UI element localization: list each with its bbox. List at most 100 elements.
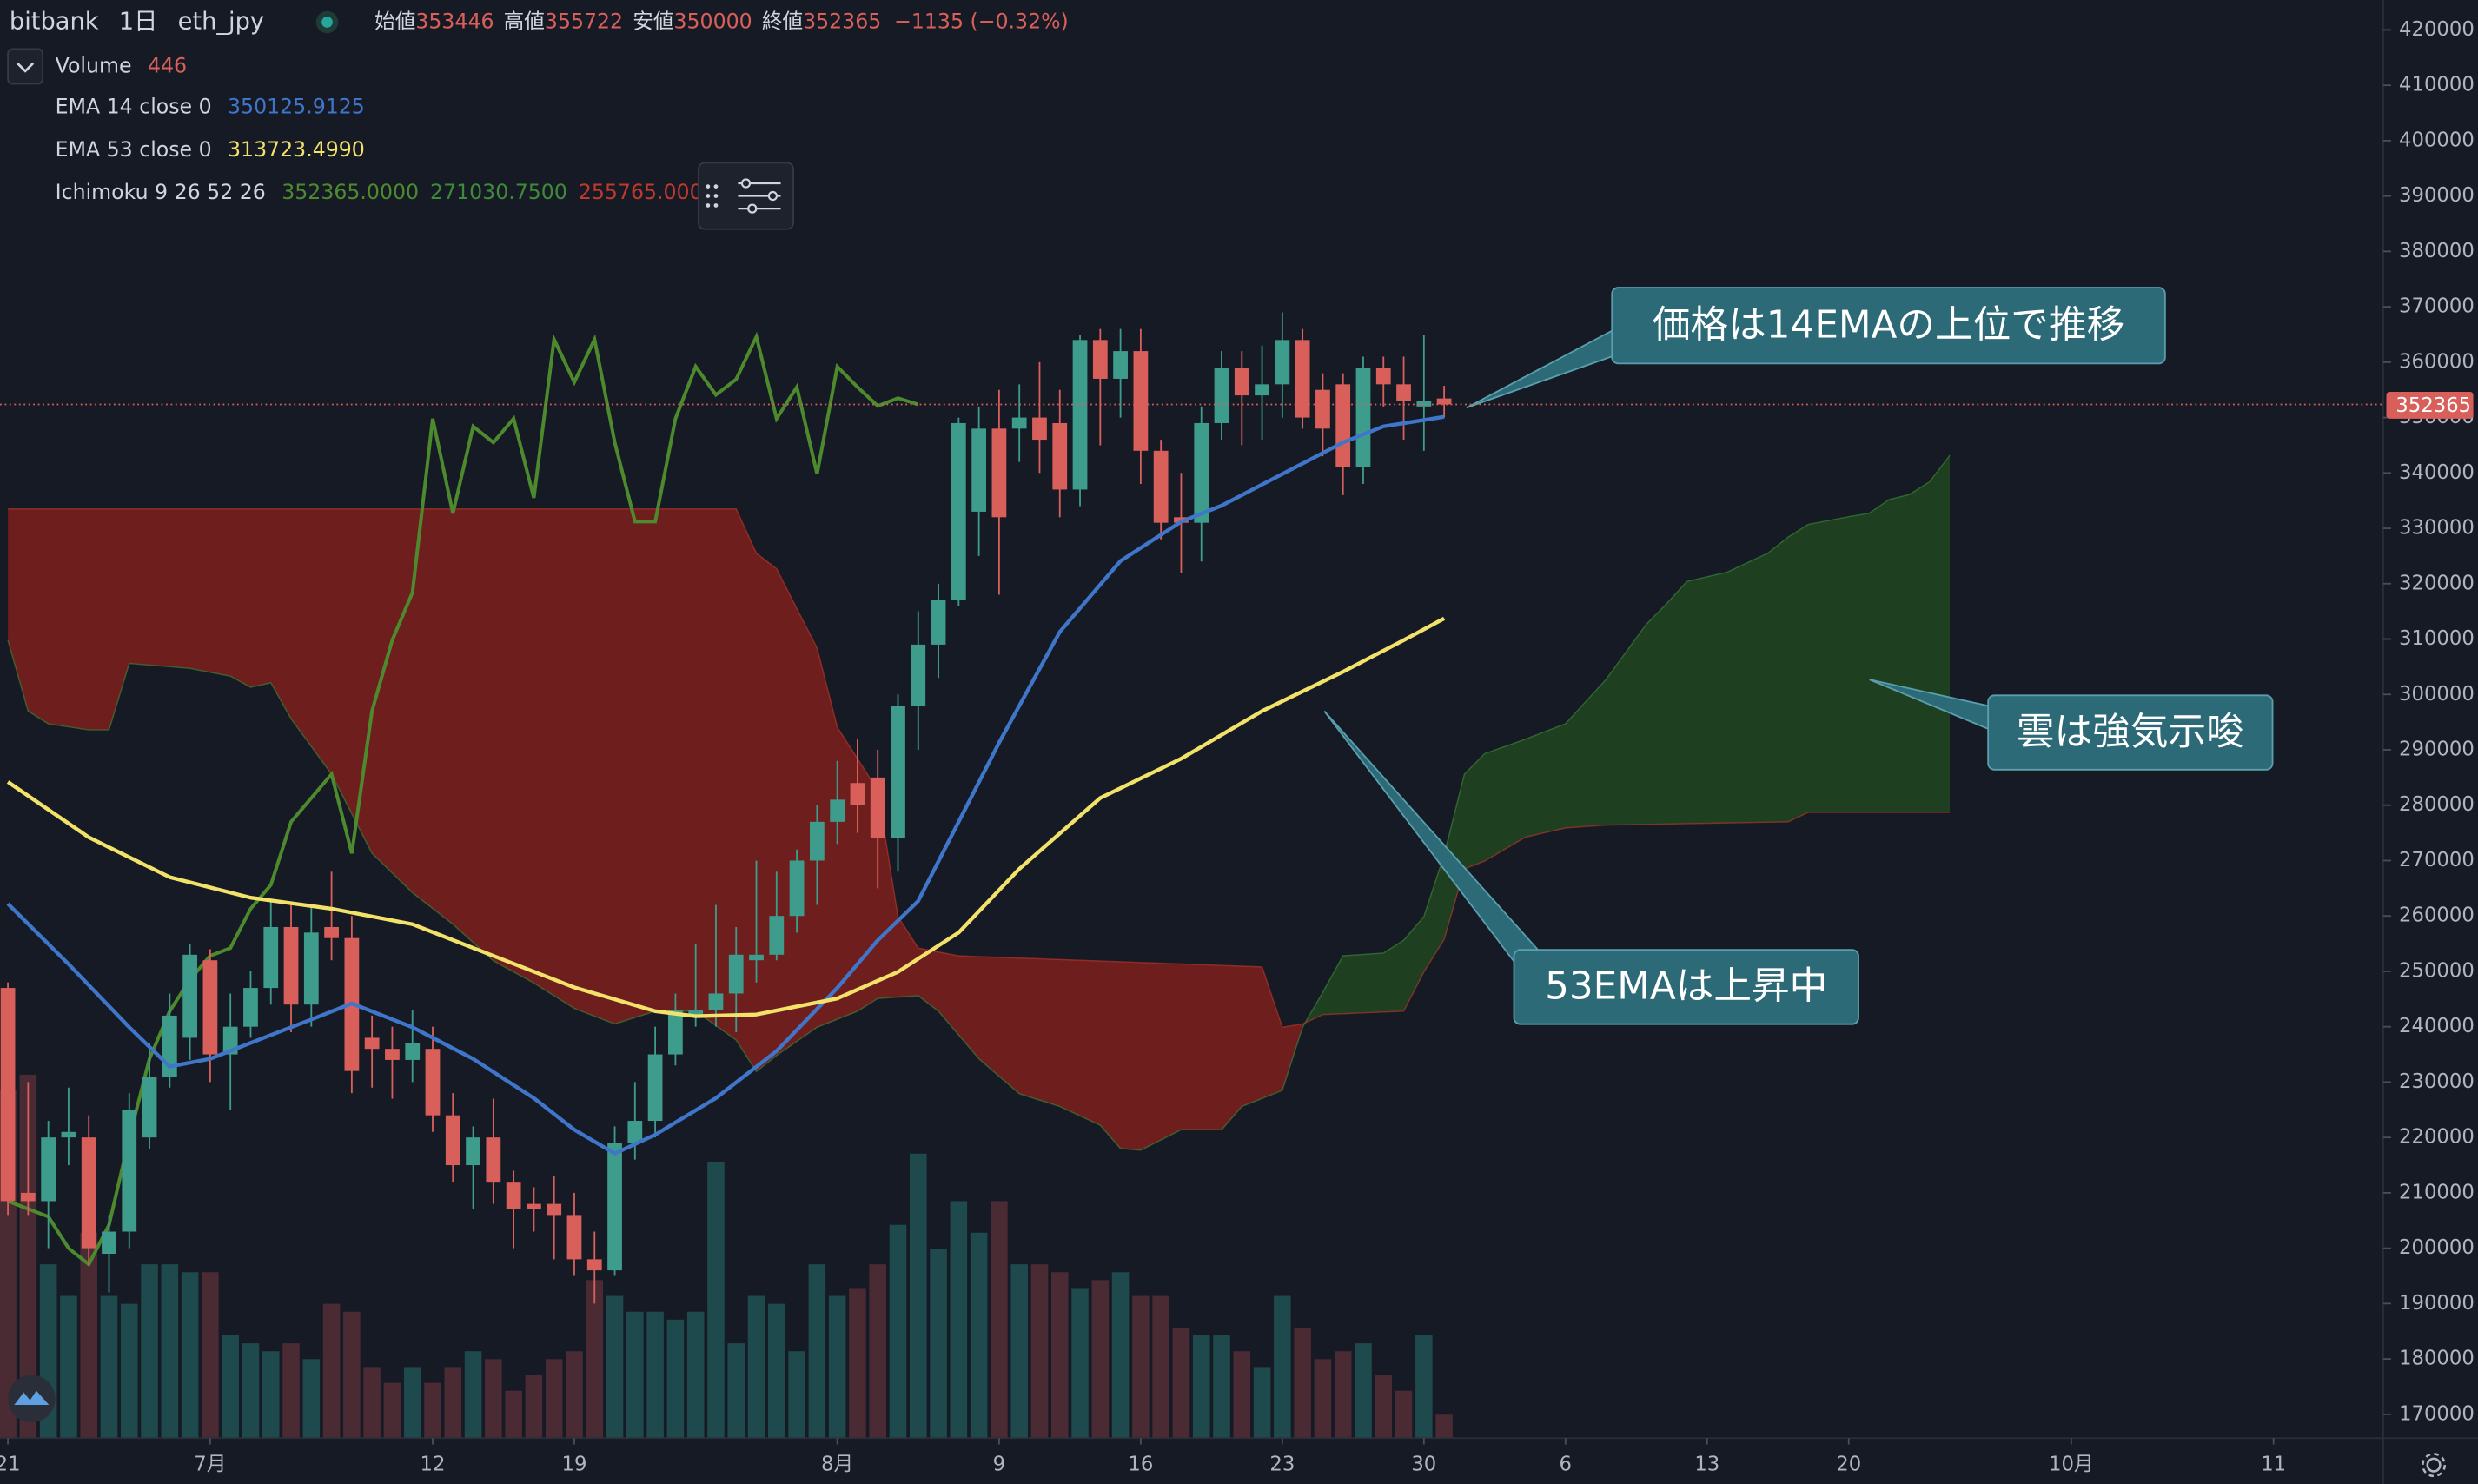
close-label: 終値 bbox=[762, 9, 803, 33]
volume-bar bbox=[120, 1303, 138, 1439]
collapse-button[interactable] bbox=[7, 48, 44, 85]
candle-body bbox=[1234, 368, 1249, 396]
candle-body bbox=[466, 1137, 480, 1166]
candle-body bbox=[911, 644, 926, 706]
volume-bar bbox=[1435, 1414, 1453, 1439]
legend-value: 255765.0000 bbox=[579, 179, 716, 203]
volume-bar bbox=[1314, 1359, 1332, 1439]
callout-text: 雲は強気示唆 bbox=[2017, 710, 2244, 754]
close-value: 352365 bbox=[803, 9, 881, 33]
candle-body bbox=[891, 706, 905, 838]
volume-bar bbox=[322, 1303, 341, 1439]
y-tick-label: 210000 bbox=[2399, 1181, 2475, 1203]
ema-line bbox=[6, 616, 1446, 1018]
candle-body bbox=[1133, 351, 1149, 451]
candle-body bbox=[324, 926, 339, 938]
volume-bar bbox=[1415, 1335, 1433, 1439]
callout-box bbox=[1513, 949, 1859, 1025]
x-tick-label: 7月 bbox=[194, 1454, 226, 1476]
line-layer bbox=[7, 331, 919, 1268]
x-tick-label: 11 bbox=[2261, 1454, 2286, 1476]
volume-bar bbox=[262, 1351, 280, 1439]
x-tick-label: 19 bbox=[562, 1454, 587, 1476]
volume-bar bbox=[80, 1232, 97, 1439]
candle-body bbox=[749, 954, 764, 961]
drag-handle bbox=[706, 184, 719, 208]
volume-bar bbox=[768, 1303, 785, 1439]
candle-body bbox=[1052, 422, 1068, 490]
volume-bar bbox=[1030, 1264, 1049, 1439]
y-tick-label: 370000 bbox=[2399, 295, 2475, 318]
candle-body bbox=[809, 821, 825, 861]
ema-line bbox=[6, 414, 1445, 1156]
candle-body bbox=[566, 1215, 582, 1260]
legend-ema14: EMA 14 close 0 350125.9125 bbox=[56, 94, 365, 118]
y-tick-label: 380000 bbox=[2399, 240, 2475, 262]
y-tick-label: 360000 bbox=[2399, 350, 2475, 373]
x-tick-label: 8月 bbox=[821, 1454, 853, 1476]
candle-body bbox=[708, 993, 724, 1010]
open-value: 353446 bbox=[415, 9, 494, 33]
x-tick-label: 6 bbox=[1560, 1454, 1572, 1476]
candle-body bbox=[1275, 340, 1290, 385]
legend-label: EMA 14 close 0 bbox=[56, 94, 212, 118]
volume-bar bbox=[666, 1319, 685, 1439]
gear-icon[interactable] bbox=[2422, 1453, 2447, 1478]
volume-bar bbox=[383, 1382, 401, 1439]
y-tick-label: 410000 bbox=[2399, 74, 2475, 96]
status-dot bbox=[321, 17, 333, 28]
volume-bar bbox=[343, 1311, 361, 1439]
candle-body bbox=[1416, 401, 1432, 407]
volume-bar bbox=[302, 1359, 321, 1439]
x-tick-label: 21 bbox=[0, 1454, 21, 1476]
x-tick-label: 30 bbox=[1411, 1454, 1436, 1476]
candle-body bbox=[142, 1077, 157, 1138]
y-tick-label: 260000 bbox=[2399, 904, 2475, 927]
candle-body bbox=[830, 799, 845, 822]
candle-body bbox=[547, 1203, 562, 1216]
candle-body bbox=[81, 1137, 96, 1249]
y-tick-label: 200000 bbox=[2399, 1236, 2475, 1259]
volume-bar bbox=[707, 1161, 725, 1439]
candle-body bbox=[688, 1010, 704, 1016]
legend-value: 446 bbox=[148, 53, 187, 77]
candle-body bbox=[1396, 384, 1411, 401]
y-tick-label: 320000 bbox=[2399, 572, 2475, 594]
y-tick-label: 290000 bbox=[2399, 738, 2475, 760]
volume-bar bbox=[1213, 1335, 1230, 1439]
legend-label: Ichimoku 9 26 52 26 bbox=[56, 179, 266, 203]
y-tick-label: 400000 bbox=[2399, 129, 2475, 151]
volume-bar bbox=[909, 1153, 927, 1439]
volume-bar bbox=[1253, 1367, 1271, 1439]
volume-bar bbox=[991, 1201, 1008, 1439]
volume-bar bbox=[930, 1248, 947, 1439]
y-tick-label: 340000 bbox=[2399, 461, 2475, 484]
cloud-line bbox=[8, 508, 1951, 1029]
settings-icon[interactable] bbox=[738, 178, 781, 214]
candle-body bbox=[870, 777, 885, 838]
volume-bar bbox=[586, 1280, 604, 1439]
candle-body bbox=[425, 1049, 441, 1116]
candle-body bbox=[102, 1231, 116, 1255]
candle-body bbox=[647, 1054, 663, 1122]
candle-body bbox=[931, 600, 946, 645]
volume-bar bbox=[1395, 1390, 1413, 1439]
legend-value: 271030.7500 bbox=[430, 179, 567, 203]
cloud-line bbox=[7, 454, 1951, 1151]
y-tick-label: 230000 bbox=[2399, 1070, 2475, 1093]
callout-box bbox=[1987, 694, 2274, 771]
volume-bar bbox=[485, 1359, 502, 1439]
candle-body bbox=[1375, 368, 1391, 385]
candle-body bbox=[182, 954, 198, 1038]
y-tick-label: 390000 bbox=[2399, 184, 2475, 207]
candle-body bbox=[1072, 340, 1088, 490]
ohlc: 始値353446 高値355722 安値350000 終値352365 −113… bbox=[374, 9, 1069, 33]
high-value: 355722 bbox=[545, 9, 623, 33]
x-tick-label: 9 bbox=[993, 1454, 1005, 1476]
y-tick-label: 280000 bbox=[2399, 793, 2475, 816]
candle-body bbox=[486, 1137, 501, 1183]
volume-bar bbox=[1071, 1288, 1089, 1439]
candle-body bbox=[668, 1010, 683, 1055]
